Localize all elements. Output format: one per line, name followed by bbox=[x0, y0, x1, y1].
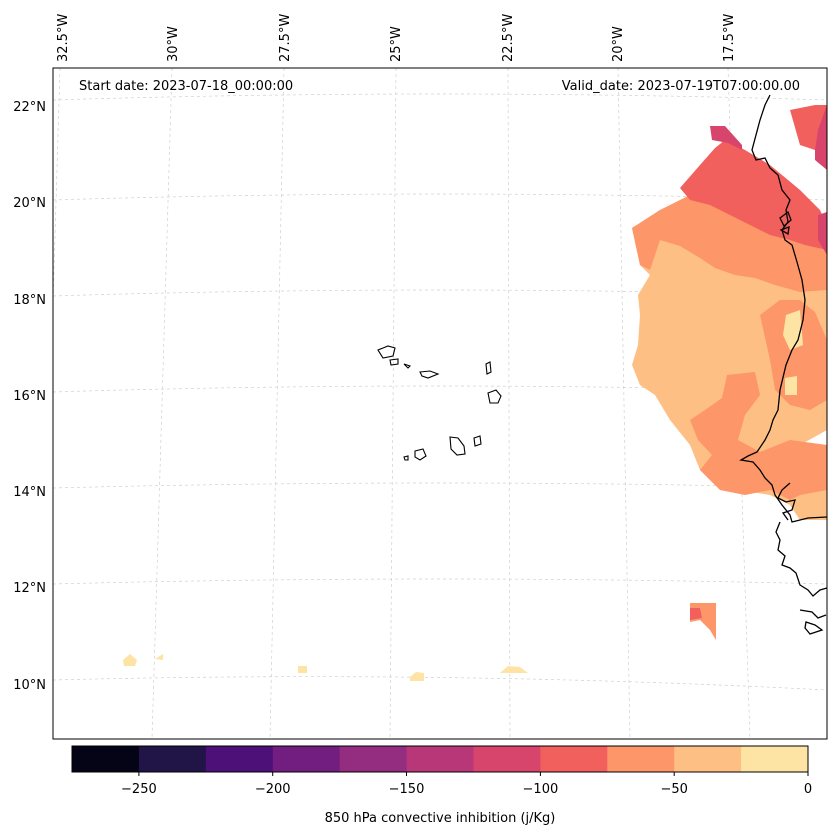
guinea-islands-2 bbox=[804, 621, 824, 635]
lon-label: 25°W bbox=[389, 26, 404, 62]
coastlines bbox=[739, 94, 827, 635]
cape-verde-islands bbox=[377, 345, 502, 461]
island-santiago bbox=[449, 436, 466, 456]
lon-label: 20°W bbox=[611, 26, 626, 62]
island-sal bbox=[485, 361, 492, 375]
colorbar-swatch bbox=[72, 746, 140, 772]
contour-100-75-offshore bbox=[690, 608, 702, 620]
lat-label: 22°N bbox=[13, 100, 46, 115]
colorbar-swatch bbox=[406, 746, 474, 772]
colorbar-tick-labels: −250 −200 −150 −100 −50 0 bbox=[121, 782, 812, 797]
guinea-islands bbox=[799, 609, 827, 619]
cbar-tick-label: −250 bbox=[121, 782, 157, 797]
island-santo-antao bbox=[377, 345, 396, 359]
graticule bbox=[53, 68, 827, 739]
start-date-label: Start date: 2023-07-18_00:00:00 bbox=[79, 79, 293, 94]
lon-label: 27.5°W bbox=[278, 14, 293, 62]
colorbar-swatch bbox=[339, 746, 408, 772]
cbar-tick-label: 0 bbox=[804, 782, 812, 797]
island-sao-nicolau bbox=[419, 370, 440, 379]
cbar-tick-label: −50 bbox=[660, 782, 687, 797]
lat-label: 12°N bbox=[13, 581, 46, 596]
island-brava bbox=[403, 455, 409, 461]
colorbar-swatches bbox=[72, 746, 809, 772]
contour-25-0-cell-4 bbox=[410, 672, 424, 681]
cin-contours bbox=[123, 105, 827, 681]
cbar-tick-label: −200 bbox=[255, 782, 291, 797]
colorbar-swatch bbox=[741, 746, 809, 772]
contour-100-75 bbox=[680, 140, 827, 250]
island-fogo bbox=[414, 448, 427, 461]
coast-island-a bbox=[779, 210, 792, 228]
lat-label: 18°N bbox=[13, 293, 46, 308]
lon-label: 30°W bbox=[166, 26, 181, 62]
bijagos-coastline bbox=[775, 521, 827, 597]
cbar-tick-label: −150 bbox=[389, 782, 425, 797]
contour-75-50-east bbox=[760, 300, 827, 410]
lon-label: 17.5°W bbox=[722, 14, 737, 62]
island-sao-vicente bbox=[389, 358, 399, 366]
colorbar-ticks bbox=[138, 772, 809, 776]
map-panel: Start date: 2023-07-18_00:00:00 Valid_da… bbox=[52, 67, 828, 740]
lat-label: 16°N bbox=[13, 389, 46, 404]
contour-25-0-coast2 bbox=[785, 376, 797, 395]
lat-label: 10°N bbox=[13, 678, 46, 693]
contour-75-50-south bbox=[690, 372, 827, 500]
colorbar: −250 −200 −150 −100 −50 0 850 hPa convec… bbox=[71, 745, 812, 826]
colorbar-frame bbox=[71, 745, 809, 773]
lon-label: 32.5°W bbox=[56, 14, 71, 62]
longitude-labels: 32.5°W 30°W 27.5°W 25°W 22.5°W 20°W 17.5… bbox=[56, 14, 737, 62]
contour-100-75-b bbox=[790, 105, 827, 150]
africa-coastline bbox=[739, 94, 827, 523]
colorbar-swatch bbox=[607, 746, 675, 772]
contour-25-0-cell-2 bbox=[155, 654, 163, 660]
guinea-coastline bbox=[777, 482, 796, 521]
colorbar-swatch bbox=[272, 746, 341, 772]
colorbar-label: 850 hPa convective inhibition (j/Kg) bbox=[325, 811, 556, 826]
lat-label: 14°N bbox=[13, 485, 46, 500]
colorbar-swatch bbox=[473, 746, 541, 772]
colorbar-swatch bbox=[674, 746, 742, 772]
contour-125-100-c bbox=[818, 212, 827, 255]
latitude-labels: 22°N 20°N 18°N 16°N 14°N 12°N 10°N bbox=[13, 100, 46, 693]
contour-25-0-cell-1 bbox=[123, 654, 137, 666]
island-santa-luzia bbox=[403, 363, 412, 369]
island-boa-vista bbox=[487, 389, 502, 404]
colorbar-swatch bbox=[540, 746, 608, 772]
contour-25-0-cell-3 bbox=[298, 666, 307, 673]
colorbar-swatch bbox=[205, 746, 274, 772]
lat-label: 20°N bbox=[13, 196, 46, 211]
island-maio bbox=[473, 435, 482, 447]
contour-125-100-a bbox=[710, 126, 742, 150]
contour-25-0-cell-5 bbox=[500, 666, 528, 673]
cbar-tick-label: −100 bbox=[523, 782, 559, 797]
colorbar-swatch bbox=[138, 746, 207, 772]
lon-label: 22.5°W bbox=[501, 14, 516, 62]
valid-date-label: Valid_date: 2023-07-19T07:00:00.00 bbox=[562, 79, 800, 94]
map-frame bbox=[52, 67, 828, 740]
coast-island-b bbox=[779, 226, 790, 236]
